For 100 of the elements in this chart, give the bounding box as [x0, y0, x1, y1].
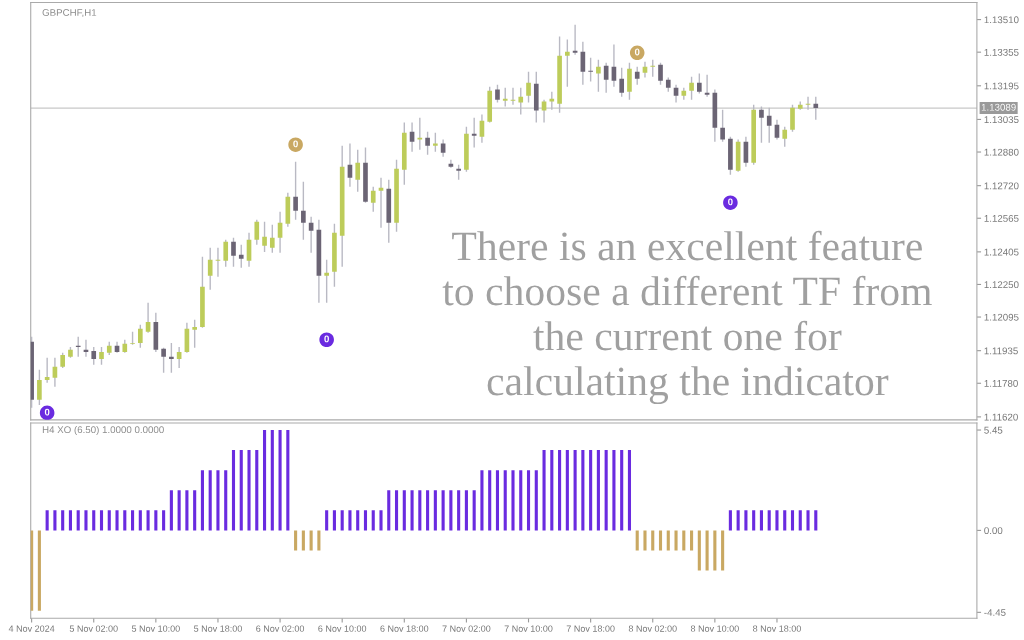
candlestick: [301, 180, 306, 241]
bar: [542, 450, 546, 531]
bar: [736, 510, 740, 531]
candlestick: [526, 71, 531, 104]
candlestick: [433, 131, 438, 153]
bar: [635, 530, 639, 551]
candlestick: [324, 259, 329, 304]
bar: [705, 530, 709, 571]
candlestick: [293, 160, 298, 221]
candlestick: [161, 347, 166, 374]
candlestick: [238, 244, 244, 269]
bar: [115, 510, 119, 531]
bar: [767, 510, 771, 531]
bar: [457, 490, 461, 531]
y-tick-label: 1.13510: [984, 16, 1019, 24]
bar: [356, 510, 360, 531]
bar: [565, 450, 569, 531]
bar: [728, 510, 732, 531]
bar: [138, 510, 142, 531]
candlestick: [223, 238, 229, 268]
candlestick: [355, 149, 361, 193]
bar: [53, 510, 57, 531]
bar: [697, 530, 701, 571]
x-tick-label: 8 Nov 10:00: [690, 625, 739, 632]
bar: [348, 510, 352, 531]
bar: [798, 510, 802, 531]
bar: [775, 510, 779, 531]
bar: [84, 510, 88, 531]
bar: [99, 510, 104, 531]
text: 0: [324, 335, 329, 343]
bar: [309, 530, 313, 551]
candlestick: [549, 90, 555, 111]
bar: [231, 450, 236, 531]
bar: [286, 430, 290, 531]
series-label: 0: [728, 198, 733, 206]
bar: [270, 430, 274, 531]
candlestick: [790, 104, 795, 133]
bar: [371, 510, 375, 531]
candlestick: [37, 369, 42, 406]
x-tick-label: 7 Nov 10:00: [504, 625, 553, 632]
y-tick-label: 1.12720: [984, 182, 1019, 190]
bar: [651, 530, 655, 551]
y-tick-label: 1.11780: [984, 380, 1018, 387]
bar: [301, 530, 305, 551]
candlestick: [759, 105, 764, 144]
bar: [790, 510, 795, 531]
candlestick: [262, 221, 267, 253]
bar: [612, 450, 616, 531]
candlestick: [137, 324, 143, 349]
bar: [721, 530, 725, 571]
bar: [550, 450, 554, 531]
candlestick: [502, 87, 508, 108]
bar: [325, 510, 329, 531]
x-tick-label: 5 Nov 10:00: [131, 625, 180, 632]
bar: [643, 530, 647, 551]
bar: [402, 490, 406, 531]
x-tick-label: 7 Nov 02:00: [442, 625, 491, 632]
y-tick-label: 0.00: [984, 527, 1003, 535]
candlestick: [254, 219, 260, 246]
bar: [294, 530, 298, 551]
bar: [558, 450, 562, 531]
candlestick: [269, 224, 275, 254]
bar: [682, 530, 686, 551]
candlestick: [75, 336, 81, 358]
y-tick-label: 1.11620: [984, 413, 1018, 421]
x-tick-label: 8 Nov 02:00: [628, 625, 677, 632]
bar: [488, 470, 492, 531]
bar: [37, 530, 41, 611]
y-tick-label: 1.13035: [984, 116, 1019, 124]
bar: [534, 470, 538, 531]
bar: [123, 510, 127, 531]
bar: [627, 450, 632, 531]
candlestick: [425, 130, 430, 156]
x-tick-label: 4 Nov 2024: [8, 625, 55, 632]
bar: [464, 490, 468, 531]
candlestick: [565, 38, 570, 88]
bar: [61, 510, 65, 531]
bar: [146, 510, 150, 531]
bar: [433, 490, 437, 531]
bar: [208, 470, 212, 531]
x-tick-label: 6 Nov 18:00: [380, 625, 429, 632]
x-tick-label: 7 Nov 18:00: [566, 625, 615, 632]
bar: [200, 470, 204, 531]
bar: [216, 470, 220, 531]
bar: [154, 510, 158, 531]
bar: [224, 470, 228, 531]
bar: [76, 510, 80, 531]
bar: [92, 510, 96, 531]
bar: [690, 530, 694, 551]
text: 0: [634, 48, 640, 56]
chart-title: H4 XO (6.50) 1.0000 0.0000: [42, 425, 164, 436]
y-tick-label: 5.45: [984, 426, 1003, 434]
bar: [131, 510, 135, 531]
x-tick-label: 6 Nov 02:00: [256, 625, 305, 632]
bar: [441, 490, 445, 531]
x-tick-label: 8 Nov 18:00: [753, 625, 801, 632]
x-tick-label: 5 Nov 18:00: [193, 625, 242, 632]
bar: [169, 490, 173, 531]
y-tick-label: 1.12095: [984, 313, 1019, 321]
candlestick: [169, 342, 174, 374]
